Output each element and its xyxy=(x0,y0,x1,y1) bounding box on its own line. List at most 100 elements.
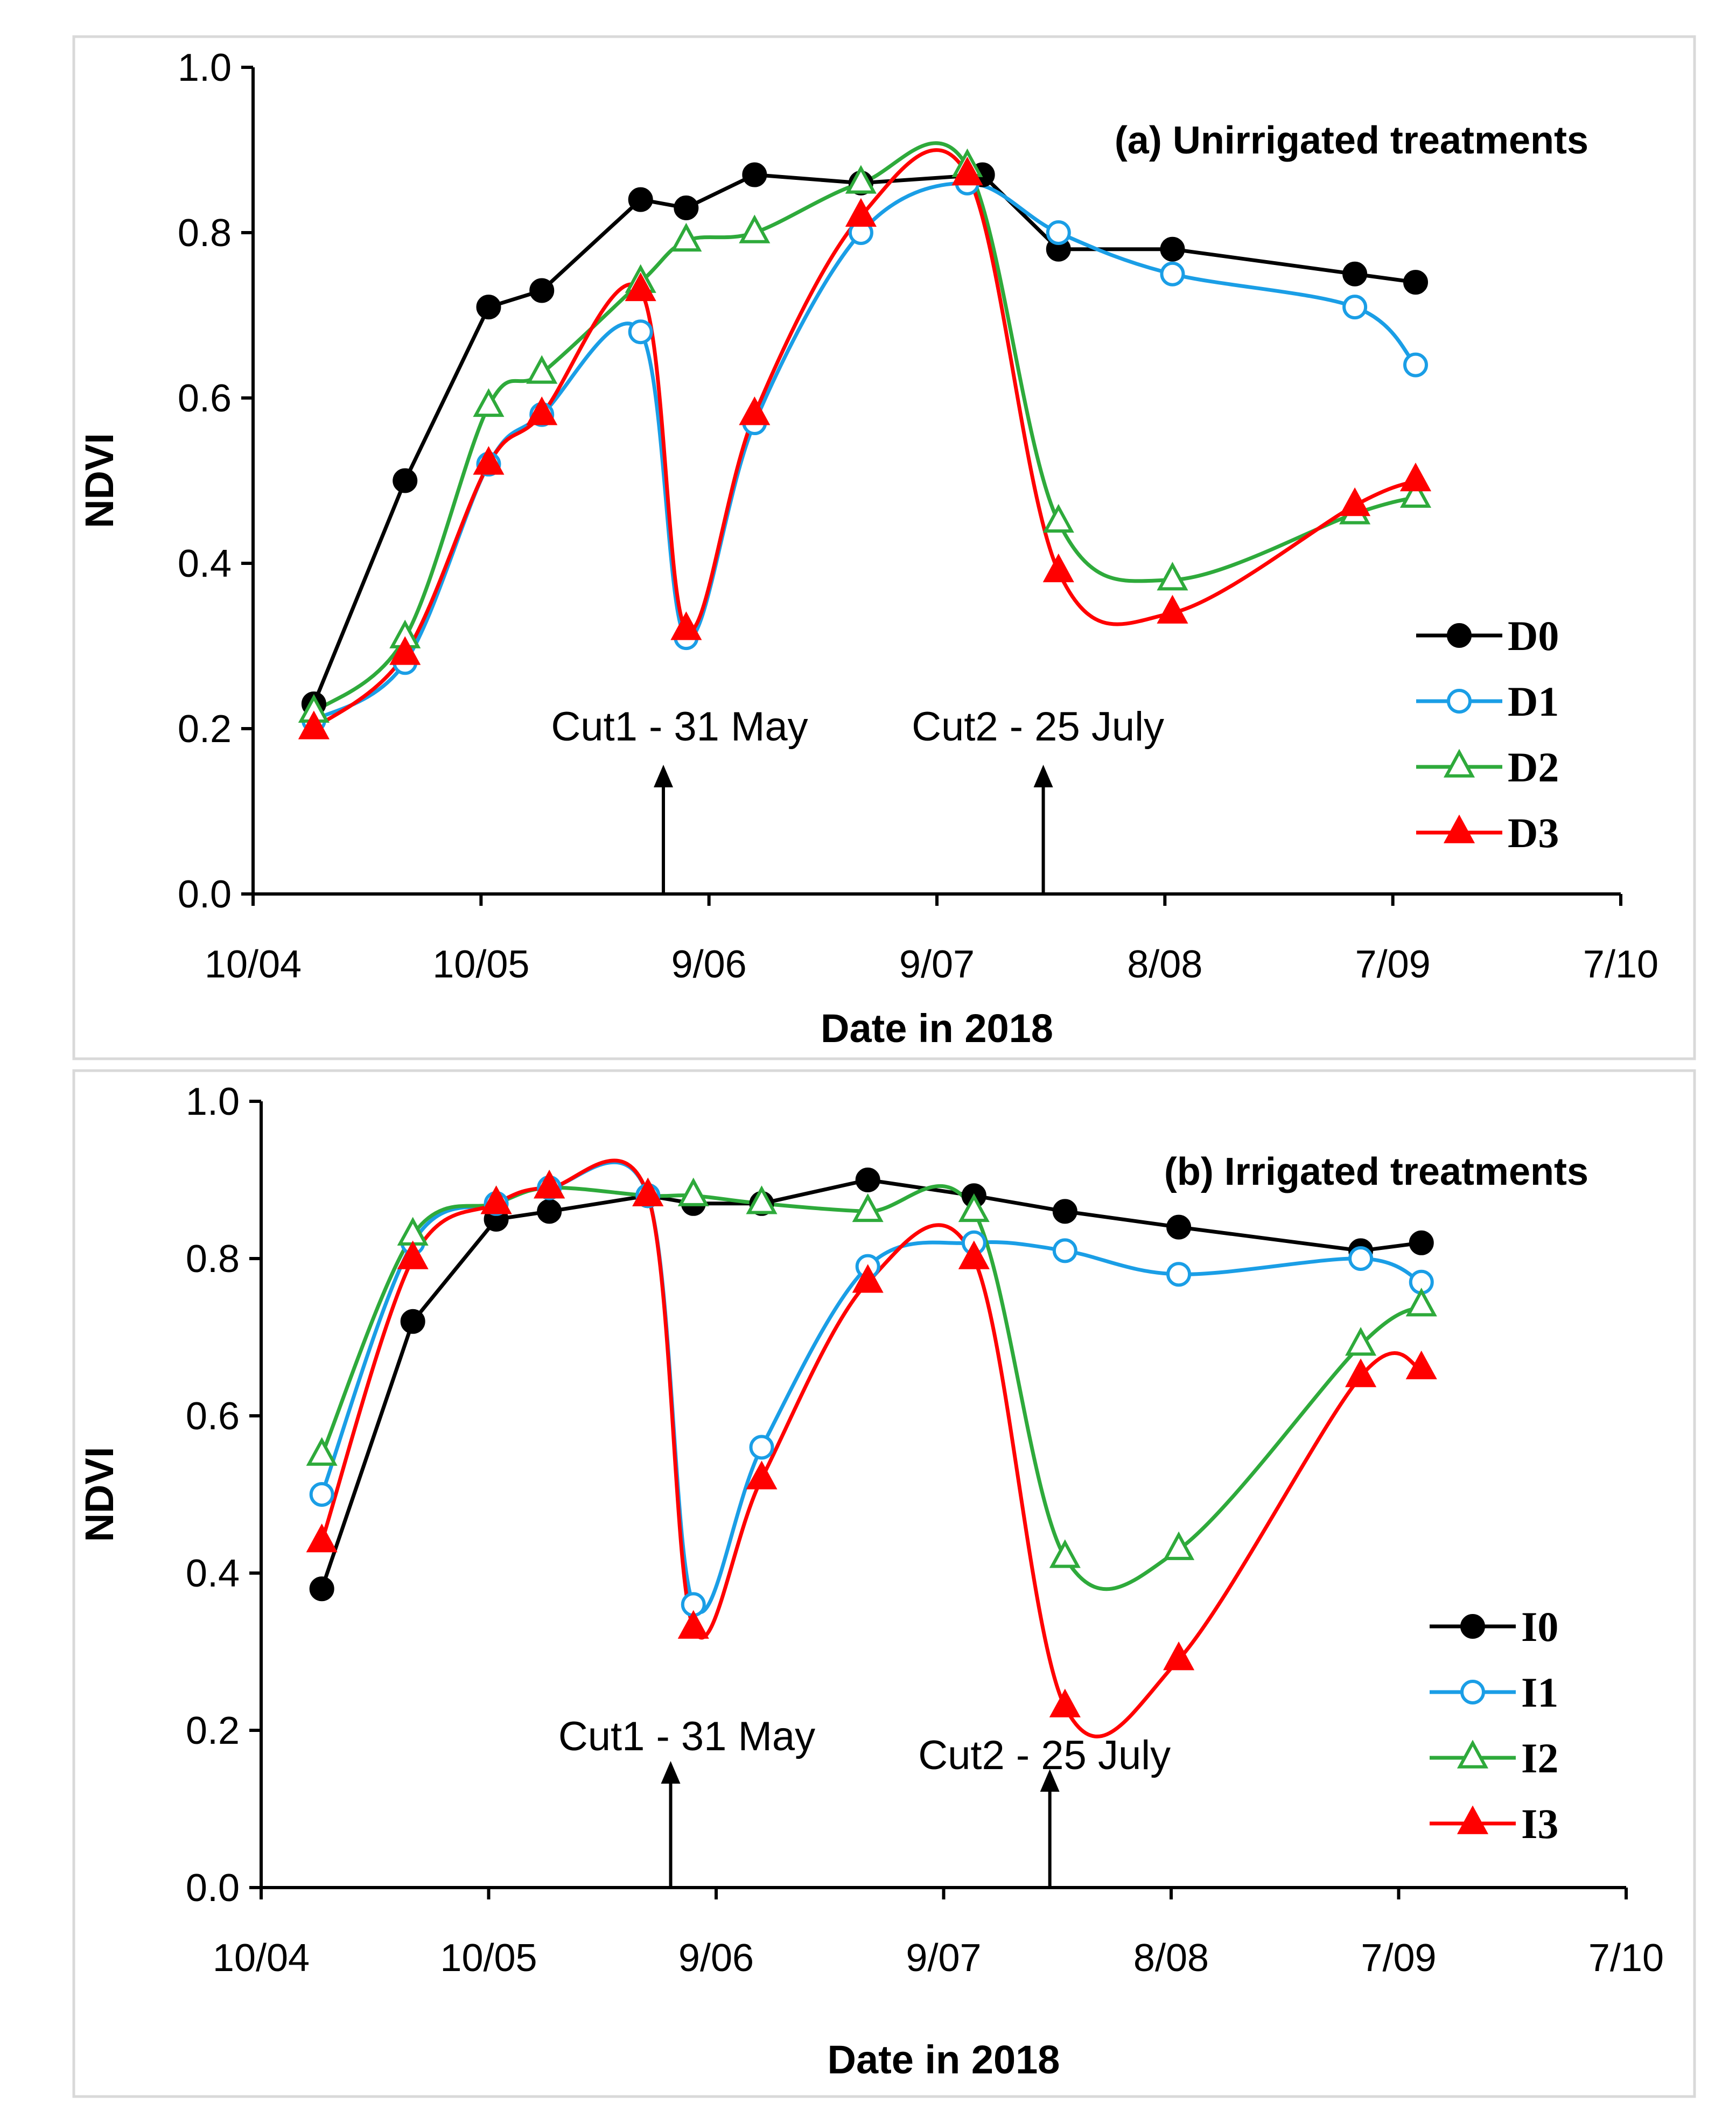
data-point-i0 xyxy=(855,1168,880,1192)
y-axis-title: NDVI xyxy=(77,433,122,528)
y-tick-label: 0.0 xyxy=(186,1867,240,1910)
data-point-i1 xyxy=(1052,1238,1077,1263)
data-point-d3 xyxy=(739,396,771,425)
x-tick-label: 9/06 xyxy=(678,1937,754,1980)
cut-annotation-2: Cut2 - 25 July xyxy=(918,1732,1171,1778)
x-tick-label: 10/04 xyxy=(213,1937,310,1980)
y-tick-label: 0.4 xyxy=(178,542,232,585)
data-point-d2 xyxy=(526,355,558,384)
cut-arrow-head xyxy=(1040,1769,1060,1792)
data-point-i3 xyxy=(1405,1350,1437,1380)
data-point-i3 xyxy=(677,1610,709,1639)
cut-annotation-2: Cut2 - 25 July xyxy=(912,704,1164,750)
data-point-d1 xyxy=(1403,352,1428,378)
data-point-d0 xyxy=(742,162,767,187)
data-point-i3 xyxy=(958,1240,990,1269)
legend-marker-d3 xyxy=(1443,814,1475,843)
y-tick-label: 0.8 xyxy=(186,1238,240,1281)
legend-label-d0: D0 xyxy=(1508,612,1559,659)
x-tick-label: 10/05 xyxy=(432,943,529,986)
data-point-d2 xyxy=(845,165,877,194)
panel-a-frame xyxy=(72,35,1696,1060)
data-point-d2 xyxy=(473,388,505,417)
y-tick-label: 0.8 xyxy=(178,212,232,255)
y-tick-label: 0.6 xyxy=(186,1395,240,1438)
data-point-d3 xyxy=(1157,595,1188,624)
x-tick-label: 7/09 xyxy=(1355,943,1431,986)
x-axis-title: Date in 2018 xyxy=(821,1006,1053,1051)
x-tick-label: 8/08 xyxy=(1133,1937,1209,1980)
y-tick-label: 1.0 xyxy=(186,1080,240,1123)
data-point-d1 xyxy=(1342,295,1368,320)
data-point-i2 xyxy=(677,1177,709,1206)
legend-marker-d2 xyxy=(1443,749,1475,778)
data-point-d1 xyxy=(628,319,653,345)
data-point-i2 xyxy=(1405,1288,1437,1317)
data-point-d2 xyxy=(739,214,771,243)
y-tick-label: 0.2 xyxy=(186,1709,240,1752)
data-point-d3 xyxy=(1339,487,1371,516)
data-point-d0 xyxy=(476,295,501,320)
cut-annotation-1: Cut1 - 31 May xyxy=(558,1714,815,1759)
data-point-d3 xyxy=(670,611,702,640)
data-point-d2 xyxy=(670,222,702,252)
data-point-d3 xyxy=(473,446,505,475)
data-point-i3 xyxy=(632,1177,664,1206)
data-point-d3 xyxy=(1042,553,1074,583)
cut-annotation-1: Cut1 - 31 May xyxy=(551,704,808,750)
data-point-i2 xyxy=(1163,1531,1195,1560)
data-point-i3 xyxy=(306,1524,338,1553)
data-point-d2 xyxy=(1042,504,1074,533)
data-point-d0 xyxy=(628,187,653,212)
data-point-i3 xyxy=(852,1264,884,1293)
data-point-d3 xyxy=(951,157,983,186)
data-point-d1 xyxy=(1046,220,1071,245)
data-point-d3 xyxy=(845,198,877,227)
legend-marker-i2 xyxy=(1457,1739,1489,1769)
x-tick-label: 8/08 xyxy=(1127,943,1202,986)
legend-label-d3: D3 xyxy=(1508,809,1559,856)
data-point-i0 xyxy=(537,1199,562,1224)
data-point-i2 xyxy=(852,1193,884,1222)
x-tick-label: 9/06 xyxy=(671,943,747,986)
data-point-d1 xyxy=(1160,261,1185,287)
legend-label-i3: I3 xyxy=(1521,1800,1558,1847)
y-tick-label: 0.4 xyxy=(186,1552,240,1595)
data-point-d2 xyxy=(1157,562,1188,591)
data-point-i3 xyxy=(1049,1688,1081,1717)
data-point-i0 xyxy=(1166,1214,1192,1240)
panel-title: (a) Unirrigated treatments xyxy=(1115,119,1588,162)
x-tick-label: 9/07 xyxy=(899,943,975,986)
data-point-d0 xyxy=(1403,270,1428,295)
data-point-d3 xyxy=(625,272,656,302)
data-point-d2 xyxy=(1399,479,1432,508)
data-point-i3 xyxy=(480,1185,512,1214)
legend-marker-i0 xyxy=(1460,1614,1485,1639)
legend-label-i2: I2 xyxy=(1521,1735,1558,1781)
y-tick-label: 0.0 xyxy=(178,873,232,916)
series-line-d2 xyxy=(312,141,1418,714)
data-point-i0 xyxy=(400,1309,425,1334)
legend-marker-d1 xyxy=(1447,689,1472,714)
y-tick-label: 0.6 xyxy=(178,377,232,420)
data-point-d3 xyxy=(298,710,330,739)
panel-b-irrigated: 0.0 0.2 0.4 0.6 0.8 1.0 10/04 10/05 9/06 9/07 8/08… xyxy=(77,1080,1664,2082)
y-tick-label: 1.0 xyxy=(178,46,232,89)
data-point-i3 xyxy=(397,1240,429,1269)
data-point-i1 xyxy=(749,1435,774,1460)
data-point-i1 xyxy=(1166,1262,1192,1287)
data-point-i3 xyxy=(534,1170,565,1199)
data-point-i3 xyxy=(1345,1358,1377,1387)
legend-marker-d0 xyxy=(1447,623,1472,648)
legend-label-d2: D2 xyxy=(1508,744,1559,791)
data-point-d0 xyxy=(1160,236,1185,262)
x-axis-title: Date in 2018 xyxy=(828,2037,1060,2082)
data-point-i0 xyxy=(1409,1230,1434,1255)
legend-label-i1: I1 xyxy=(1521,1669,1558,1716)
x-tick-label: 7/10 xyxy=(1588,1937,1664,1980)
data-point-d0 xyxy=(529,278,555,303)
legend-marker-i3 xyxy=(1457,1805,1489,1834)
cut-arrow-head xyxy=(661,1761,681,1784)
data-point-d0 xyxy=(1342,261,1368,287)
x-tick-label: 10/04 xyxy=(205,943,302,986)
